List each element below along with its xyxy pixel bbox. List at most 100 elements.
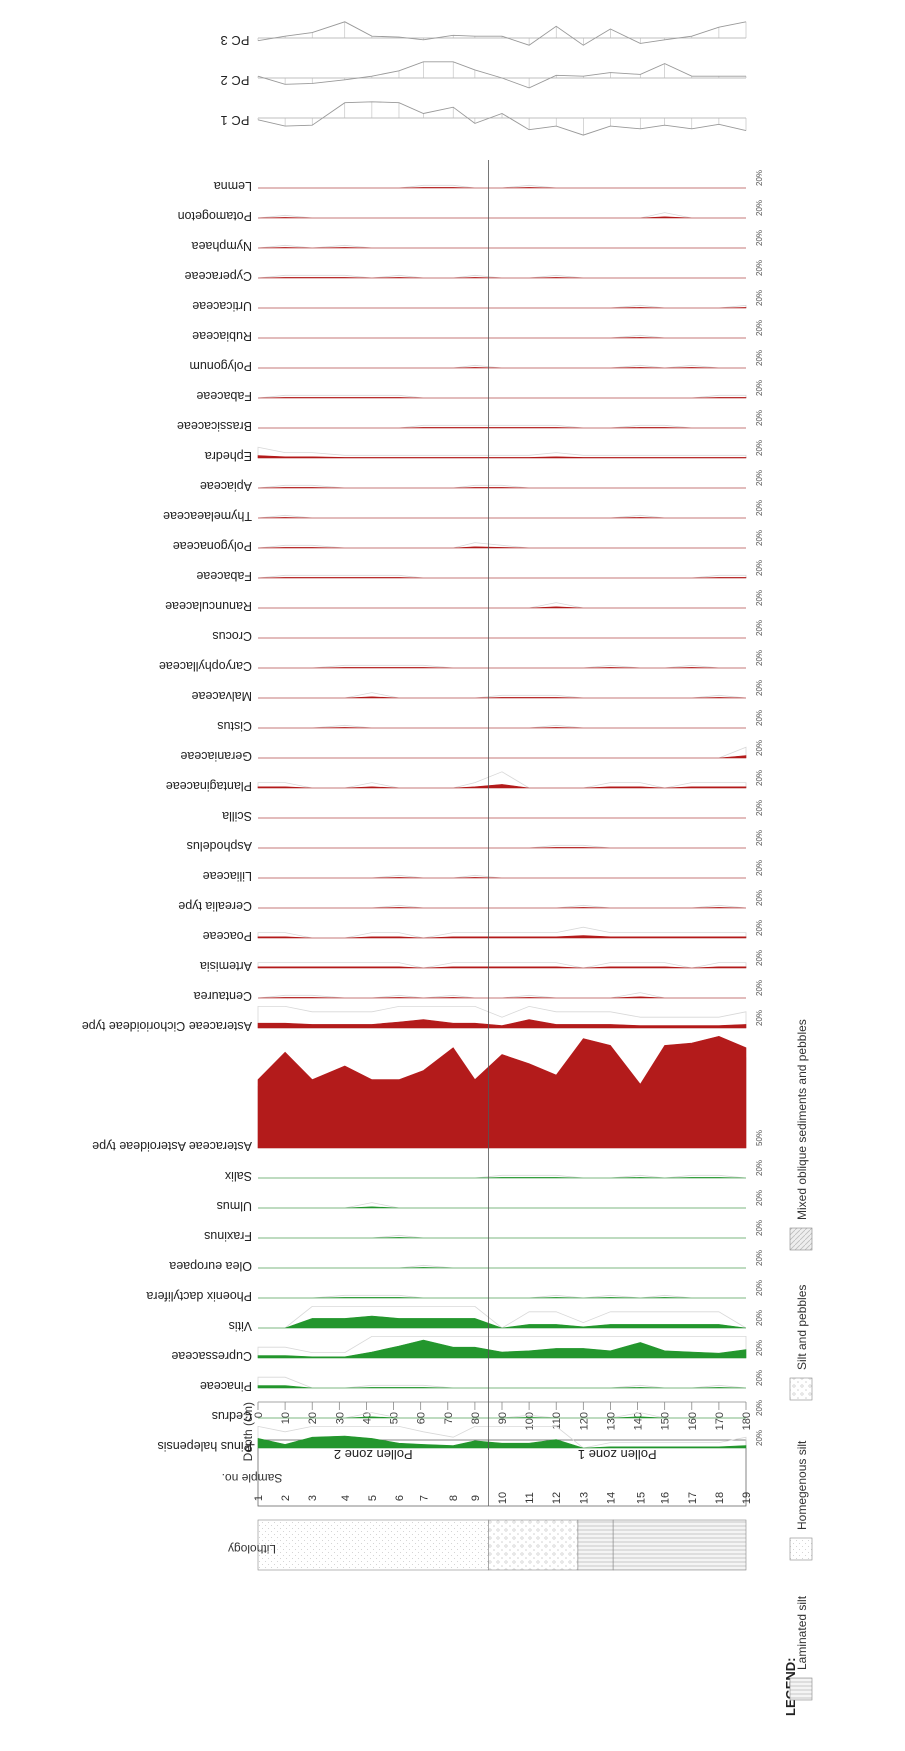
taxon-curve [257, 277, 746, 279]
taxon-curve [257, 247, 746, 249]
sample-number: 14 [605, 1492, 617, 1504]
taxon-label: Apiaceae [200, 479, 252, 493]
taxon-curve [258, 307, 747, 309]
scale-label: 20% [755, 1250, 764, 1266]
scale-label: 20% [755, 170, 764, 186]
taxon-label: Polygonaceae [173, 539, 252, 553]
taxon-curve [258, 1206, 746, 1209]
taxon-label: Fraxinus [204, 1229, 252, 1243]
taxon-exaggeration-curve [258, 874, 746, 879]
taxon-exaggeration-curve [258, 746, 747, 759]
scale-label: 20% [755, 770, 764, 786]
pollen-zone-label: Pollen zone 2 [334, 1447, 413, 1462]
taxon-label: Rubiaceae [192, 329, 252, 343]
taxon-label: Geraniaceae [180, 749, 252, 763]
taxon-curve [257, 487, 746, 489]
taxon-label: Cerealia type [178, 899, 252, 913]
taxon-label: Cupressaceae [171, 1349, 252, 1363]
taxon-label: Ulmus [217, 1199, 252, 1213]
taxon-label: Urticaceae [192, 299, 252, 313]
taxon-curve [257, 455, 747, 459]
depth-tick-label: 140 [633, 1412, 645, 1430]
scale-label: 50% [755, 1130, 764, 1146]
zone-box [257, 1439, 747, 1507]
taxon-curve [258, 667, 746, 669]
taxon-curve [258, 755, 747, 759]
taxon-label: Nymphaea [192, 239, 252, 253]
sample-number: 18 [714, 1492, 726, 1504]
sample-number: 7 [418, 1495, 430, 1501]
lithology-title: Lithology [228, 1542, 276, 1556]
sample-number: 1 [253, 1495, 265, 1501]
taxon-curve [258, 1267, 746, 1269]
scale-label: 20% [755, 980, 764, 996]
sample-number: 9 [470, 1495, 482, 1501]
sample-axis-title: Sample no. [222, 1471, 283, 1485]
pc-label: PC 2 [221, 73, 250, 88]
sample-number: 6 [394, 1495, 406, 1501]
taxon-label: Asteraceae Cichorioideae type [82, 1019, 252, 1033]
taxon-exaggeration-curve [258, 1234, 746, 1239]
taxa-curves-layer: Lemna 20% Potamogeton 20% Nymphaea 20% Cyperac… [82, 160, 764, 1453]
sample-number: 4 [340, 1495, 352, 1501]
depth-tick-label: 170 [714, 1412, 726, 1430]
scale-label: 20% [755, 710, 764, 726]
taxon-exaggeration-curve [257, 1376, 747, 1389]
taxon-curve [257, 996, 746, 999]
scale-label: 20% [755, 1280, 764, 1296]
legend-swatch [789, 1537, 813, 1561]
lithology-segment [257, 1519, 489, 1571]
taxon-curve [258, 187, 746, 189]
scale-label: 20% [755, 290, 764, 306]
taxon-curve [258, 1177, 747, 1179]
taxon-exaggeration-curve [258, 184, 746, 189]
taxon-curve [257, 577, 747, 579]
scale-label: 20% [755, 1160, 764, 1176]
scale-label: 20% [755, 590, 764, 606]
scale-label: 20% [755, 830, 764, 846]
taxon-curve [258, 337, 746, 339]
taxon-label: Lemna [214, 179, 252, 193]
legend-label: Laminated silt [795, 1595, 809, 1670]
scale-label: 20% [755, 410, 764, 426]
taxon-label: Crocus [212, 629, 252, 643]
taxon-curve [257, 1019, 747, 1029]
taxon-label: Centaurea [194, 989, 252, 1003]
taxon-label: Asteraceae Asteroideae type [92, 1139, 252, 1153]
sample-number: 16 [660, 1492, 672, 1504]
pc-curves-layer: PC 1 PC 2 PC 3 [221, 21, 747, 136]
taxon-label: Cistus [217, 719, 252, 733]
depth-axis-title: Depth (cm) [241, 1402, 255, 1461]
taxon-label: Fabaceae [196, 389, 252, 403]
taxon-exaggeration-curve [257, 962, 747, 969]
scale-label: 20% [755, 1190, 764, 1206]
taxon-exaggeration-curve [258, 304, 747, 309]
pc-curve [257, 21, 747, 46]
pollen-zone-label: Pollen zone 1 [578, 1447, 657, 1462]
taxon-curve [258, 427, 746, 429]
lithology-segment [577, 1519, 614, 1571]
taxon-exaggeration-curve [258, 334, 746, 339]
legend-swatch [789, 1377, 813, 1401]
taxon-curve [258, 907, 747, 909]
scale-label: 20% [755, 500, 764, 516]
sample-number: 11 [524, 1492, 536, 1503]
scale-label: 20% [755, 860, 764, 876]
taxon-curve [258, 847, 746, 849]
pc-curve [257, 61, 746, 89]
taxon-label: Asphodelus [187, 839, 252, 853]
taxon-curve [257, 784, 747, 789]
scale-label: 20% [755, 800, 764, 816]
taxon-exaggeration-curve [258, 1264, 746, 1269]
taxon-curve [257, 1339, 747, 1359]
taxon-exaggeration-curve [257, 1336, 747, 1358]
taxon-label: Caryophyllaceae [159, 659, 252, 673]
sample-number: 17 [687, 1492, 699, 1504]
scale-label: 20% [755, 950, 764, 966]
depth-tick-label: 160 [687, 1412, 699, 1430]
taxon-label: Pinus halepensis [157, 1439, 252, 1453]
taxon-exaggeration-curve [257, 992, 746, 999]
sample-number: 15 [635, 1492, 647, 1504]
